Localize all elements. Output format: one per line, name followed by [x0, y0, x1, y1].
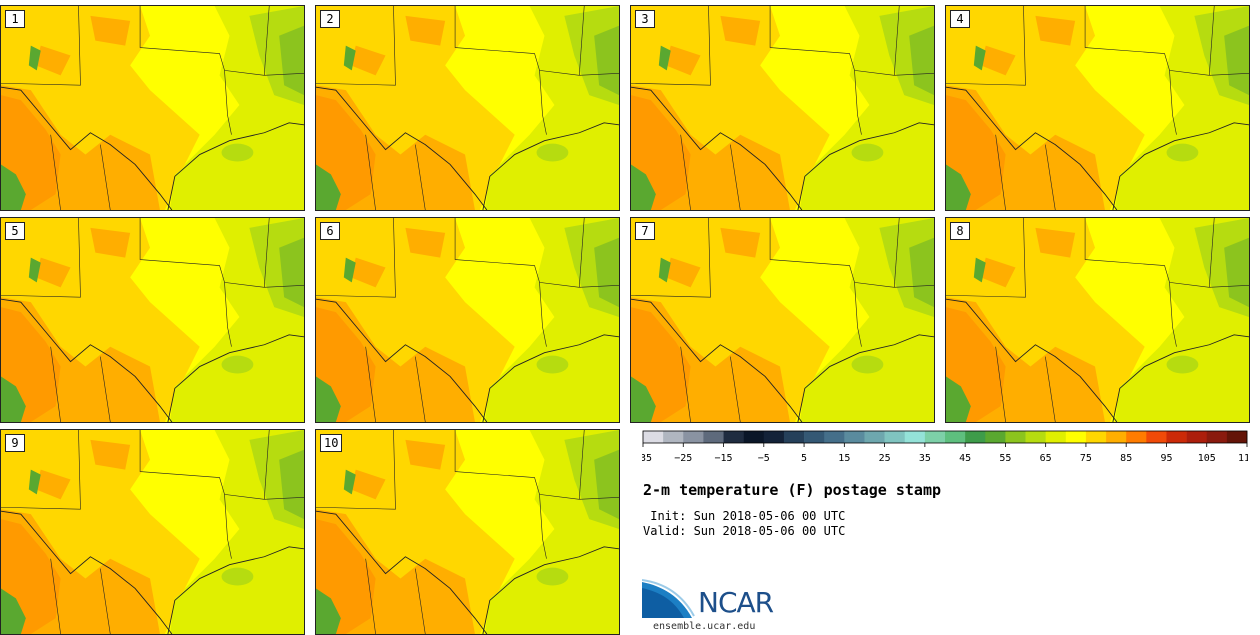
- temperature-map: [1, 430, 304, 634]
- colorbar-tick-label: 5: [801, 453, 807, 464]
- member-number: 9: [5, 434, 25, 452]
- init-time: Init: Sun 2018-05-06 00 UTC: [643, 509, 846, 523]
- temperature-map: [631, 218, 934, 422]
- website-url: ensemble.ucar.edu: [653, 621, 756, 632]
- temperature-map: [316, 218, 619, 422]
- colorbar-swatch: [804, 431, 825, 443]
- member-number: 7: [635, 222, 655, 240]
- colorbar-swatch: [924, 431, 946, 443]
- member-number: 2: [320, 10, 340, 28]
- colorbar-swatch: [1206, 431, 1228, 443]
- colorbar-swatch: [663, 431, 684, 443]
- colorbar-swatch: [1065, 431, 1087, 443]
- plot-title: 2-m temperature (F) postage stamp: [643, 481, 942, 499]
- colorbar-swatch: [1126, 431, 1147, 443]
- colorbar-swatch: [985, 431, 1006, 443]
- colorbar-outline: [642, 430, 1248, 444]
- colorbar-swatch: [1146, 431, 1167, 443]
- colorbar-tick-label: 85: [1120, 453, 1132, 464]
- colorbar-tick-label: 55: [999, 453, 1011, 464]
- colorbar-tick-label: −5: [758, 453, 770, 464]
- colorbar-swatch: [904, 431, 926, 443]
- temperature-map: [946, 218, 1249, 422]
- colorbar-swatch: [1005, 431, 1026, 443]
- colorbar-swatch: [723, 431, 744, 443]
- colorbar-swatch: [824, 431, 845, 443]
- valid-time: Valid: Sun 2018-05-06 00 UTC: [643, 524, 846, 538]
- colorbar-tick-label: −25: [674, 453, 692, 464]
- member-number: 6: [320, 222, 340, 240]
- colorbar-tick-label: 95: [1160, 453, 1172, 464]
- member-number: 1: [5, 10, 25, 28]
- temperature-map: [946, 6, 1249, 210]
- temperature-map: [1, 6, 304, 210]
- colorbar-swatch: [743, 431, 765, 443]
- member-panel: 6: [315, 217, 620, 423]
- member-panel: 4: [945, 5, 1250, 211]
- ncar-logo-text: NCAR: [698, 586, 774, 619]
- temperature-map: [316, 430, 619, 634]
- temperature-colorbar: −35 −25 −15 −5 5 15 25 35 45 55 65 75 85 95 105 115: [642, 430, 1248, 464]
- colorbar-tick-label: −15: [715, 453, 733, 464]
- colorbar-swatch: [1045, 431, 1067, 443]
- member-panel: 8: [945, 217, 1250, 423]
- member-panel: 3: [630, 5, 935, 211]
- colorbar-swatch: [643, 431, 664, 443]
- ncar-logo-icon: [642, 579, 695, 618]
- colorbar-tick-label: 45: [959, 453, 971, 464]
- member-panel: 2: [315, 5, 620, 211]
- colorbar-swatch: [884, 431, 906, 443]
- colorbar-swatch: [1085, 431, 1107, 443]
- member-number: 10: [320, 434, 343, 452]
- temperature-map: [316, 6, 619, 210]
- member-panel: 7: [630, 217, 935, 423]
- member-number: 3: [635, 10, 655, 28]
- colorbar-swatch: [844, 431, 865, 443]
- temperature-map: [631, 6, 934, 210]
- colorbar-swatch: [945, 431, 966, 443]
- colorbar-swatch: [1025, 431, 1046, 443]
- colorbar-swatch: [864, 431, 885, 443]
- member-number: 5: [5, 222, 25, 240]
- colorbar-tick-label: 25: [879, 453, 891, 464]
- colorbar-tick-label: 115: [1238, 453, 1248, 464]
- colorbar-tick-label: 35: [919, 453, 931, 464]
- colorbar-swatch: [1166, 431, 1187, 443]
- member-number: 8: [950, 222, 970, 240]
- colorbar-swatch: [763, 431, 785, 443]
- colorbar-tick-label: −35: [642, 453, 652, 464]
- member-panel: 5: [0, 217, 305, 423]
- temperature-map: [1, 218, 304, 422]
- colorbar-swatch: [1186, 431, 1208, 443]
- member-panel: 9: [0, 429, 305, 635]
- colorbar-tick-label: 15: [838, 453, 850, 464]
- colorbar-swatch: [1106, 431, 1127, 443]
- colorbar-swatch: [703, 431, 724, 443]
- colorbar-swatch: [1226, 431, 1248, 443]
- colorbar-swatch: [965, 431, 986, 443]
- colorbar-swatch: [683, 431, 704, 443]
- member-panel: 10: [315, 429, 620, 635]
- colorbar-swatch: [783, 431, 805, 443]
- colorbar-tick-label: 105: [1198, 453, 1216, 464]
- colorbar-tick-label: 65: [1040, 453, 1052, 464]
- colorbar-tick-label: 75: [1080, 453, 1092, 464]
- member-number: 4: [950, 10, 970, 28]
- member-panel: 1: [0, 5, 305, 211]
